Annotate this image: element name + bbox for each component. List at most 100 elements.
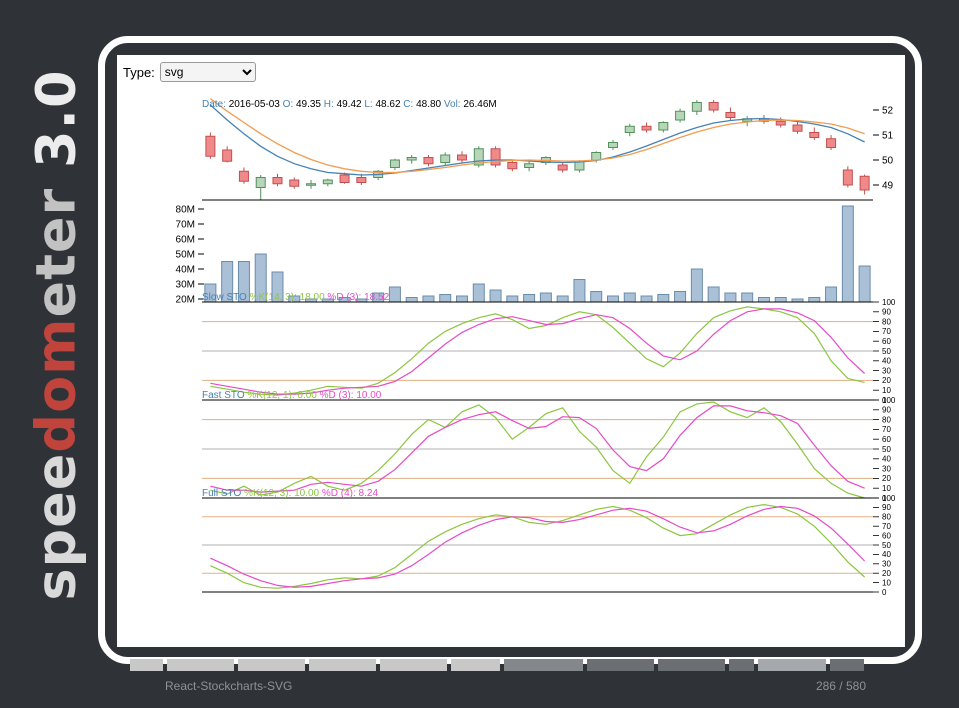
candle — [490, 148, 501, 166]
pager-segment[interactable] — [658, 659, 725, 671]
candle — [792, 124, 803, 132]
volume-bar — [707, 286, 720, 303]
volume-bar — [858, 265, 871, 303]
volume-bar — [456, 295, 469, 303]
volume-bar — [774, 297, 787, 303]
volume-bar — [674, 291, 687, 303]
fast-stochastic-k-line — [210, 401, 865, 499]
candle — [591, 152, 602, 161]
pager-segment[interactable] — [587, 659, 654, 671]
candle — [708, 102, 719, 111]
sto-tick-label: 50 — [882, 541, 891, 550]
sto-tick-label: 20 — [882, 474, 891, 483]
slow-stochastic-k-line — [210, 306, 865, 396]
sto-tick-label: 30 — [882, 560, 891, 569]
candle — [238, 170, 249, 182]
sto-tick-label: 10 — [882, 578, 891, 587]
volume-tick-label: 70M — [176, 220, 195, 231]
brand-segment-dom: dom — [24, 317, 88, 453]
volume-bar — [556, 295, 569, 303]
candle — [658, 122, 669, 131]
volume-bar — [590, 291, 603, 303]
sto-tick-label: 0 — [882, 396, 887, 405]
sto-tick-label: 30 — [882, 366, 891, 375]
pager-segment[interactable] — [758, 659, 826, 671]
volume-bar — [724, 292, 737, 303]
candle — [272, 177, 283, 185]
volume-tick-label: 60M — [176, 235, 195, 246]
volume-bar — [405, 297, 418, 303]
type-selector-row: Type: svg — [123, 62, 256, 82]
sto-tick-label: 0 — [882, 494, 887, 503]
candle — [826, 138, 837, 148]
pager-segment[interactable] — [830, 659, 864, 671]
pager-segment[interactable] — [451, 659, 500, 671]
sto-tick-label: 80 — [882, 513, 891, 522]
pager-segment[interactable] — [130, 659, 163, 671]
sto-tick-label: 40 — [882, 357, 891, 366]
candle — [289, 179, 300, 187]
type-select[interactable]: svg — [159, 62, 256, 82]
brand-title: speedometer 3.0 — [25, 69, 88, 600]
volume-bar — [573, 279, 586, 303]
volume-bar — [808, 297, 821, 303]
volume-bar — [623, 292, 636, 303]
ma-slow-line — [210, 98, 865, 174]
volume-tick-label: 30M — [176, 280, 195, 291]
pager-segment[interactable] — [729, 659, 754, 671]
volume-bar — [439, 294, 452, 303]
candle — [457, 154, 468, 161]
sto-tick-label: 70 — [882, 327, 891, 336]
volume-bar — [640, 295, 653, 303]
sto-tick-label: 10 — [882, 484, 891, 493]
candle — [423, 157, 434, 165]
full-sto-tooltip: Full STO %K(12, 3): 10.00 %D (4): 8.24 — [202, 488, 378, 499]
brand-segment-spee: spee — [24, 452, 88, 601]
candle — [691, 102, 702, 112]
sto-tick-label: 40 — [882, 455, 891, 464]
ma-fast-line — [209, 104, 865, 176]
fast-stochastic-d-line — [210, 405, 865, 493]
volume-bar — [472, 283, 485, 303]
price-tick-label: 52 — [882, 106, 894, 117]
sto-tick-label: 60 — [882, 337, 891, 346]
sto-tick-label: 70 — [882, 522, 891, 531]
volume-panel: 20M 30M 40M 50M 60M 70M 80M — [176, 205, 871, 306]
demo-title: React-Stockcharts-SVG — [165, 679, 293, 693]
pager-segment[interactable] — [380, 659, 447, 671]
candle — [524, 163, 535, 168]
pager-segment[interactable] — [504, 659, 583, 671]
volume-bar — [422, 295, 435, 303]
volume-tick-label: 20M — [176, 295, 195, 306]
candle — [859, 175, 870, 191]
sto-tick-label: 90 — [882, 406, 891, 415]
chart-root: 4950515220M30M40M50M60M70M80M10090807060… — [176, 98, 896, 597]
volume-bar — [690, 268, 703, 303]
sto-tick-label: 20 — [882, 376, 891, 385]
volume-bar — [757, 297, 770, 303]
pager-segment[interactable] — [238, 659, 305, 671]
sto-tick-label: 100 — [882, 298, 896, 307]
page-indicator: 286 / 580 — [815, 679, 866, 693]
volume-bar — [657, 294, 670, 303]
sto-tick-label: 20 — [882, 569, 891, 578]
volume-bar — [539, 292, 552, 303]
sto-tick-label: 70 — [882, 425, 891, 434]
volume-bar — [388, 286, 401, 303]
sto-tick-label: 50 — [882, 445, 891, 454]
pager-strip[interactable] — [130, 659, 864, 671]
candle — [222, 149, 233, 162]
stock-charts-canvas[interactable]: 4950515220M30M40M50M60M70M80M10090807060… — [117, 55, 905, 647]
candle — [255, 177, 266, 188]
price-tick-label: 51 — [882, 131, 894, 142]
pager-segment[interactable] — [309, 659, 376, 671]
sto-tick-label: 50 — [882, 347, 891, 356]
pager-segment[interactable] — [167, 659, 234, 671]
price-tick-label: 49 — [882, 181, 894, 192]
candle — [389, 159, 400, 168]
slow-sto-tooltip: Slow STO %K(14, 3): 18.00 %D (3): 18.52 — [202, 292, 390, 303]
price-tick-label: 50 — [882, 156, 894, 167]
brand-segment-eter: eter — [24, 187, 88, 318]
sto-tick-label: 80 — [882, 415, 891, 424]
